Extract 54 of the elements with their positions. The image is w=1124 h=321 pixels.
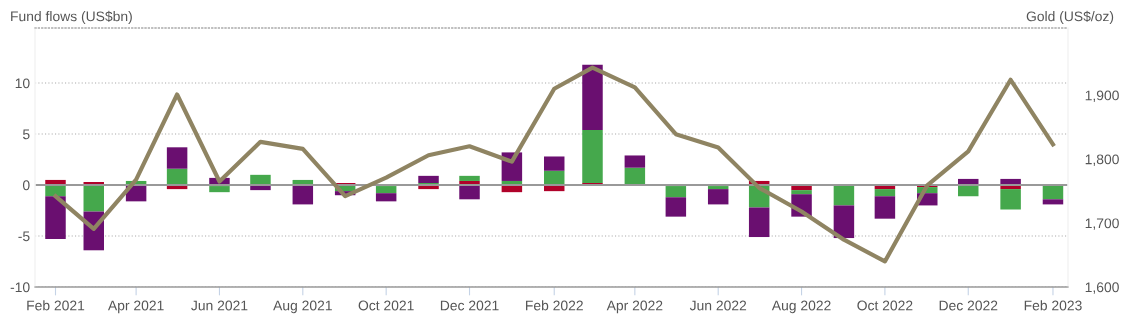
y-axis-title: Fund flows (US$bn) bbox=[11, 10, 132, 24]
bar bbox=[166, 168, 188, 186]
bar bbox=[1000, 189, 1021, 210]
x-tick-label: Feb 2022 bbox=[526, 300, 583, 311]
y-tick-label: -10 bbox=[10, 282, 30, 293]
bar bbox=[582, 129, 603, 183]
bar bbox=[833, 205, 855, 239]
bar bbox=[459, 175, 480, 181]
bar bbox=[833, 185, 855, 206]
bar bbox=[624, 167, 646, 186]
bar bbox=[83, 185, 104, 212]
bar bbox=[459, 185, 480, 200]
y-tick-label: 0 bbox=[22, 180, 30, 191]
x-tick-label: Apr 2021 bbox=[107, 300, 164, 314]
bar bbox=[292, 185, 314, 205]
bar bbox=[707, 189, 729, 205]
x-tick-label: Oct 2022 bbox=[857, 300, 913, 311]
bar bbox=[543, 156, 565, 171]
y-tick-label: -5 bbox=[18, 231, 30, 242]
x-tick-label: Aug 2022 bbox=[771, 300, 831, 314]
y2-tick-label: 1,700 bbox=[1085, 218, 1119, 230]
bar bbox=[209, 186, 230, 193]
bar bbox=[1042, 199, 1064, 205]
y-tick-label: 5 bbox=[22, 129, 30, 140]
line-series bbox=[53, 65, 1056, 264]
bar bbox=[791, 190, 812, 195]
y2-tick-label: 1,600 bbox=[1085, 282, 1119, 294]
bar bbox=[624, 155, 646, 168]
bar bbox=[166, 147, 188, 169]
x-tick-label: Oct 2021 bbox=[358, 300, 414, 311]
bar bbox=[375, 193, 397, 202]
x-tick-label: Dec 2022 bbox=[939, 300, 998, 311]
bar bbox=[665, 197, 687, 217]
y2-axis-title: Gold (US$/oz) bbox=[1026, 10, 1114, 24]
bar bbox=[874, 196, 896, 219]
bar bbox=[582, 64, 603, 130]
bar bbox=[45, 196, 66, 240]
y-tick-label: 10 bbox=[15, 78, 30, 89]
x-tick-label: Dec 2021 bbox=[440, 300, 499, 311]
x-tick-label: Feb 2021 bbox=[27, 300, 85, 311]
y2-tick-label: 1,900 bbox=[1085, 90, 1119, 102]
bar bbox=[418, 175, 439, 183]
bar bbox=[874, 189, 896, 197]
bar bbox=[958, 185, 979, 197]
y2-tick-label: 1,800 bbox=[1085, 154, 1119, 166]
x-tick-label: Feb 2023 bbox=[1024, 300, 1082, 311]
x-tick-label: Jun 2022 bbox=[689, 300, 747, 311]
bar bbox=[748, 207, 770, 238]
x-tick-label: Aug 2021 bbox=[273, 300, 332, 314]
bar bbox=[665, 186, 687, 198]
bar bbox=[250, 174, 271, 186]
x-tick-label: Jun 2021 bbox=[191, 300, 248, 311]
bar bbox=[375, 186, 397, 194]
x-tick-label: Apr 2022 bbox=[606, 300, 663, 314]
